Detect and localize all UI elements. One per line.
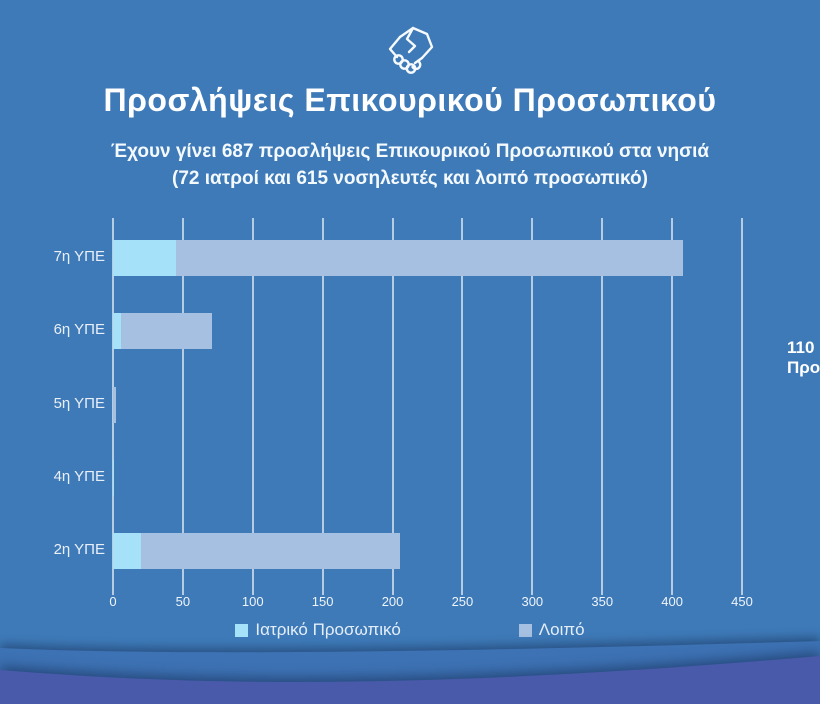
x-axis-tick-label: 400	[661, 594, 683, 609]
category-label: 4η ΥΠΕ	[53, 467, 105, 485]
bottom-waves-decoration	[0, 641, 820, 704]
legend-item: Λοιπό	[518, 620, 585, 640]
category-label: 7η ΥΠΕ	[53, 247, 105, 265]
x-axis-tick-label: 350	[591, 594, 614, 609]
subtitle-line-2: (72 ιατροί και 615 νοσηλευτές και λοιπό …	[172, 168, 648, 189]
gridline	[671, 218, 674, 585]
x-axis-tick-label: 150	[311, 594, 334, 609]
gridline	[181, 218, 184, 585]
x-axis-tick	[391, 585, 394, 595]
x-axis-tick-label: 0	[109, 594, 117, 609]
chart-legend: Ιατρικό Προσωπικό Λοιπό	[0, 620, 820, 640]
bar-segment-other	[175, 239, 684, 276]
wave-shape-purple	[0, 656, 820, 704]
gridline	[601, 218, 604, 585]
x-axis-tick	[531, 585, 534, 595]
bar-segment-medical	[113, 459, 115, 496]
page-subtitle: Έχουν γίνει 687 προσλήψεις Επικουρικού Π…	[0, 138, 820, 192]
x-axis-tick	[671, 585, 674, 595]
x-axis-tick	[601, 585, 604, 595]
subtitle-line-1: Έχουν γίνει 687 προσλήψεις Επικουρικού Π…	[110, 141, 710, 162]
legend-item: Ιατρικό Προσωπικό	[235, 620, 401, 640]
x-axis-tick	[461, 585, 464, 595]
side-note-line-2: Προ	[787, 358, 820, 377]
x-axis-tick	[321, 585, 324, 595]
gridline	[321, 218, 324, 585]
handshake-icon	[376, 14, 444, 82]
gridline	[251, 218, 254, 585]
gridline	[391, 218, 394, 585]
x-axis-tick-label: 250	[451, 594, 474, 609]
gridline	[741, 218, 743, 585]
bar-segment-other	[121, 313, 213, 350]
side-note-clipped: 110 Προ	[787, 338, 820, 378]
legend-swatch	[518, 623, 532, 637]
x-axis-tick-label: 300	[521, 594, 544, 609]
legend-swatch	[235, 623, 249, 637]
x-axis-tick-label: 200	[381, 594, 404, 609]
x-axis-tick	[181, 585, 184, 595]
legend-label: Λοιπό	[538, 620, 585, 639]
x-axis-tick-label: 50	[175, 594, 191, 609]
gridline	[531, 218, 534, 585]
bar-segment-other	[113, 386, 116, 423]
x-axis-tick-label: 100	[241, 594, 264, 609]
category-label: 2η ΥΠΕ	[53, 541, 105, 559]
legend-label: Ιατρικό Προσωπικό	[255, 620, 401, 639]
bar-segment-medical	[113, 239, 176, 276]
side-note-line-1: 110	[787, 338, 815, 357]
category-label: 6η ΥΠΕ	[53, 321, 105, 339]
category-label: 5η ΥΠΕ	[53, 394, 105, 412]
x-axis-tick	[741, 585, 743, 595]
bar-segment-other	[140, 533, 400, 570]
x-axis-tick-label: 450	[731, 594, 753, 609]
x-axis-tick	[112, 585, 114, 595]
bar-segment-medical	[113, 533, 141, 570]
x-axis-tick	[251, 585, 254, 595]
page-title: Προσλήψεις Επικουρικού Προσωπικού	[103, 82, 717, 118]
gridline	[461, 218, 464, 585]
bar-segment-medical	[113, 313, 122, 350]
